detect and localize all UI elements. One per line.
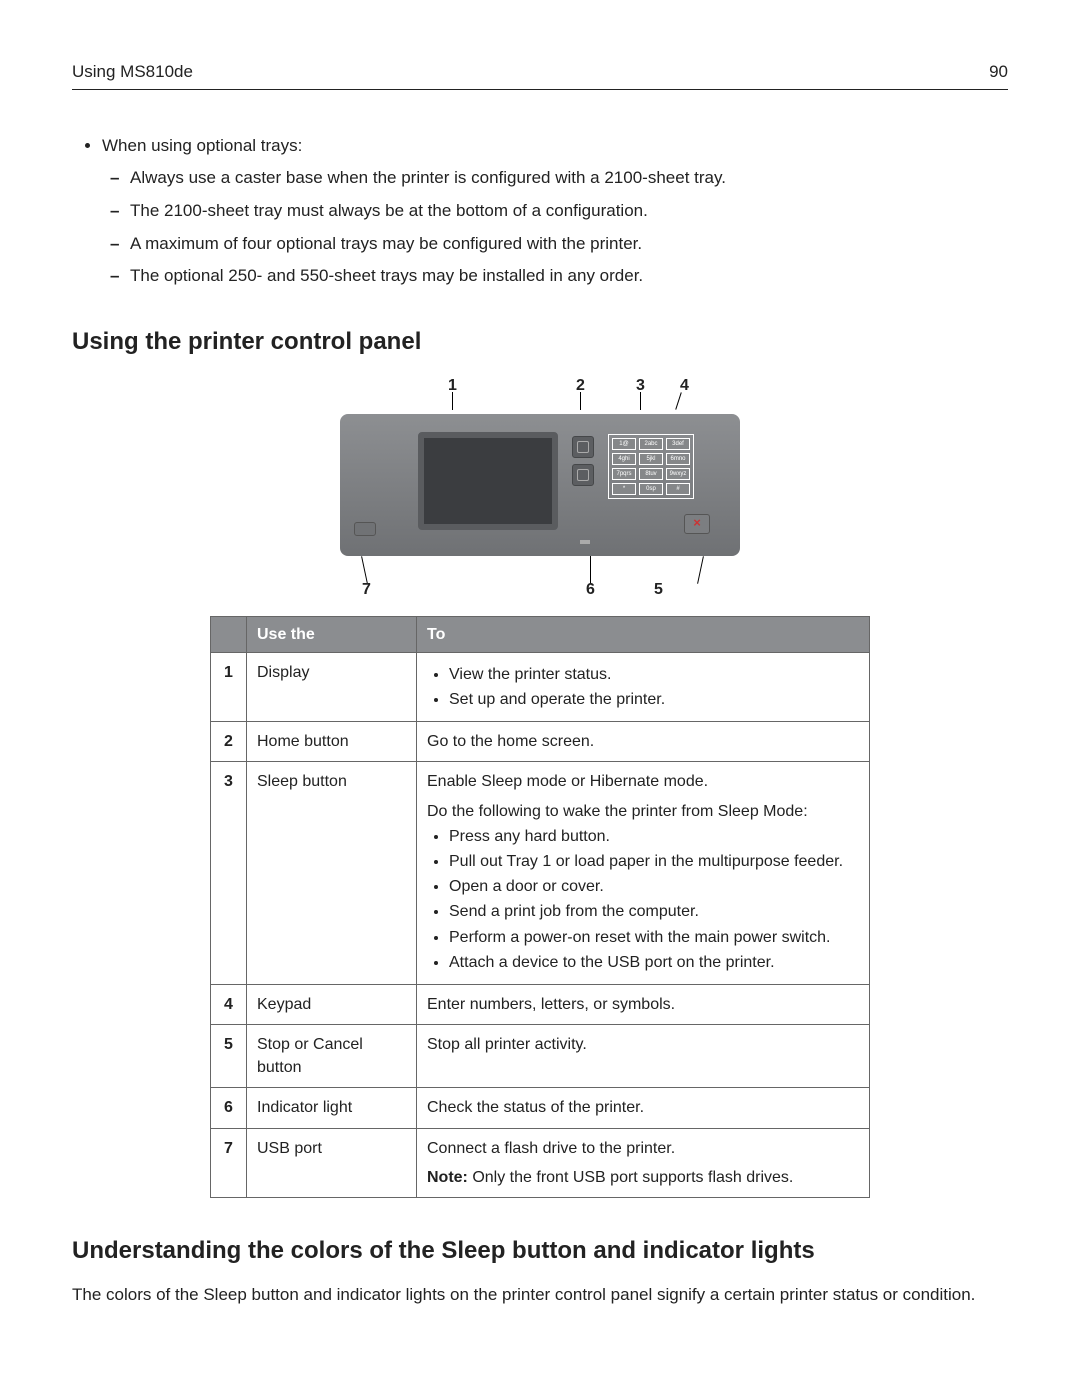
list-item: The 2100‑sheet tray must always be at th… [130,199,1008,224]
list-item: Always use a caster base when the printe… [130,166,1008,191]
callout-label: 5 [654,578,663,601]
diagram-top-callouts: 1 2 3 4 [340,374,740,414]
list-item: Send a print job from the computer. [449,900,859,923]
printer-panel-illustration: 1@2abc3def 4ghi5jkl6mno 7pqrs8tuv9wxyz *… [340,414,740,556]
list-item: When using optional trays: Always use a … [102,134,1008,289]
section-heading-control-panel: Using the printer control panel [72,325,1008,360]
section-heading-colors: Understanding the colors of the Sleep bu… [72,1234,1008,1269]
list-item: The optional 250‑ and 550‑sheet trays ma… [130,264,1008,289]
row-number: 7 [211,1128,247,1197]
row-to: Enter numbers, letters, or symbols. [417,984,870,1024]
list-item: View the printer status. [449,663,859,686]
optional-trays-list: When using optional trays: Always use a … [102,134,1008,289]
row-use: Stop or Cancel button [247,1025,417,1088]
list-lead: When using optional trays: [102,136,302,155]
table-row: 2Home buttonGo to the home screen. [211,722,870,762]
stop-button-icon: × [684,514,710,534]
list-item: Perform a power‑on reset with the main p… [449,926,859,949]
table-row: 6Indicator lightCheck the status of the … [211,1088,870,1128]
trays-sublist: Always use a caster base when the printe… [130,166,1008,289]
row-number: 5 [211,1025,247,1088]
row-use: Home button [247,722,417,762]
row-number: 2 [211,722,247,762]
row-to: Go to the home screen. [417,722,870,762]
callout-label: 7 [362,578,371,601]
row-number: 3 [211,762,247,985]
sleep-button-icon [572,464,594,486]
row-use: Display [247,652,417,721]
table-row: 3Sleep buttonEnable Sleep mode or Hibern… [211,762,870,985]
side-buttons [572,436,594,486]
row-use: Keypad [247,984,417,1024]
list-item: Press any hard button. [449,825,859,848]
callout-label: 6 [586,578,595,601]
row-to: Check the status of the printer. [417,1088,870,1128]
row-to: Stop all printer activity. [417,1025,870,1088]
table-header: To [417,616,870,652]
control-panel-table: Use the To 1DisplayView the printer stat… [210,616,870,1198]
home-button-icon [572,436,594,458]
page-header: Using MS810de 90 [72,60,1008,90]
list-item: Attach a device to the USB port on the p… [449,951,859,974]
row-number: 1 [211,652,247,721]
row-number: 4 [211,984,247,1024]
table-header: Use the [247,616,417,652]
table-row: 1DisplayView the printer status.Set up a… [211,652,870,721]
row-to: Connect a flash drive to the printer.Not… [417,1128,870,1197]
row-use: Sleep button [247,762,417,985]
keypad-icon: 1@2abc3def 4ghi5jkl6mno 7pqrs8tuv9wxyz *… [608,434,694,499]
header-left: Using MS810de [72,60,193,85]
list-item: Set up and operate the printer. [449,688,859,711]
row-to: View the printer status.Set up and opera… [417,652,870,721]
row-use: USB port [247,1128,417,1197]
row-number: 6 [211,1088,247,1128]
diagram-bottom-callouts: 7 6 5 [340,556,740,602]
row-to: Enable Sleep mode or Hibernate mode.Do t… [417,762,870,985]
row-use: Indicator light [247,1088,417,1128]
table-header-row: Use the To [211,616,870,652]
list-item: A maximum of four optional trays may be … [130,232,1008,257]
usb-port-icon [354,522,376,536]
table-row: 4KeypadEnter numbers, letters, or symbol… [211,984,870,1024]
display-screen-icon [418,432,558,530]
table-header [211,616,247,652]
body-paragraph: The colors of the Sleep button and indic… [72,1283,1008,1308]
table-row: 5Stop or Cancel buttonStop all printer a… [211,1025,870,1088]
control-panel-diagram: 1 2 3 4 1@2abc3def 4ghi5jkl6mno 7pqrs8tu… [340,374,740,602]
list-item: Pull out Tray 1 or load paper in the mul… [449,850,859,873]
header-page-number: 90 [989,60,1008,85]
indicator-light-icon [580,540,590,544]
table-row: 7USB portConnect a flash drive to the pr… [211,1128,870,1197]
list-item: Open a door or cover. [449,875,859,898]
